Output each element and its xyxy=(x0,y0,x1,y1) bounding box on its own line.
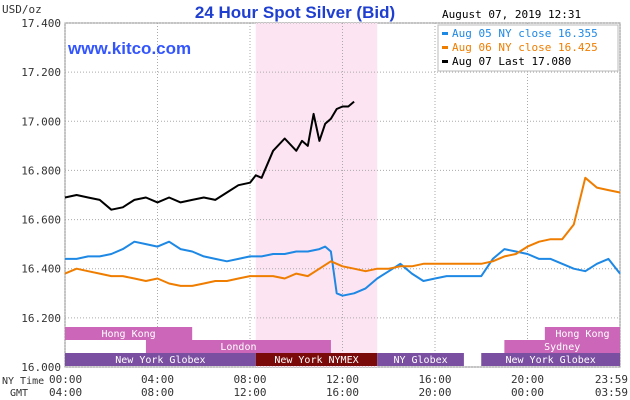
series-line-2 xyxy=(64,100,355,211)
x-tick-gmt-label: 12:00 xyxy=(233,386,266,399)
session-label: Hong Kong xyxy=(555,329,609,340)
session-bar xyxy=(65,353,256,366)
trading-highlight xyxy=(255,23,378,367)
x-tick-gmt-label: 03:59 xyxy=(595,386,628,399)
session-label: New York NYMEX xyxy=(274,355,358,366)
x-tick-ny-label: 12:00 xyxy=(326,373,359,386)
series-line-0 xyxy=(65,240,621,297)
y-tick-label: 17.400 xyxy=(21,17,61,30)
y-tick-label: 16.000 xyxy=(21,361,61,374)
session-bar xyxy=(481,353,620,366)
timestamp: August 07, 2019 12:31 xyxy=(442,8,581,21)
legend-entry: Aug 07 Last 17.080 xyxy=(452,55,571,68)
chart-title: 24 Hour Spot Silver (Bid) xyxy=(195,3,395,22)
ny-time-label: NY Time xyxy=(2,376,44,387)
x-tick-ny-label: 00:00 xyxy=(49,373,82,386)
x-tick-gmt-label: 16:00 xyxy=(326,386,359,399)
gmt-label: GMT xyxy=(10,388,28,399)
y-tick-label: 17.000 xyxy=(21,115,61,128)
x-tick-gmt-label: 00:00 xyxy=(511,386,544,399)
session-bar xyxy=(65,327,193,340)
session-bar xyxy=(544,327,620,340)
x-tick-ny-label: 20:00 xyxy=(511,373,544,386)
y-tick-label: 16.400 xyxy=(21,263,61,276)
x-tick-ny-label: 04:00 xyxy=(141,373,174,386)
legend-swatch xyxy=(442,46,448,49)
session-label: New York Globex xyxy=(505,355,595,366)
x-tick-ny-label: 08:00 xyxy=(233,373,266,386)
watermark: www.kitco.com xyxy=(67,39,191,58)
x-tick-ny-label: 23:59 xyxy=(595,373,628,386)
y-tick-label: 16.600 xyxy=(21,214,61,227)
y-tick-label: 16.200 xyxy=(21,312,61,325)
x-tick-gmt-label: 20:00 xyxy=(418,386,451,399)
legend-box xyxy=(437,24,619,72)
x-tick-ny-label: 16:00 xyxy=(418,373,451,386)
session-label: NY Globex xyxy=(393,355,447,366)
series-line-1 xyxy=(64,176,621,287)
session-label: London xyxy=(220,342,256,353)
x-tick-gmt-label: 04:00 xyxy=(49,386,82,399)
session-label: Sydney xyxy=(544,342,580,353)
session-bar xyxy=(145,340,331,353)
legend-swatch xyxy=(442,60,448,63)
legend-entry: Aug 05 NY close 16.355 xyxy=(452,27,598,40)
legend-entry: Aug 06 NY close 16.425 xyxy=(452,41,598,54)
x-tick-gmt-label: 08:00 xyxy=(141,386,174,399)
y-tick-label: 16.800 xyxy=(21,164,61,177)
session-bar xyxy=(377,353,464,366)
session-bar xyxy=(504,340,620,353)
session-label: New York Globex xyxy=(115,355,205,366)
legend-swatch xyxy=(442,32,448,35)
session-bar xyxy=(255,353,378,366)
session-label: Hong Kong xyxy=(102,329,156,340)
unit-label: USD/oz xyxy=(2,3,42,16)
y-tick-label: 17.200 xyxy=(21,66,61,79)
